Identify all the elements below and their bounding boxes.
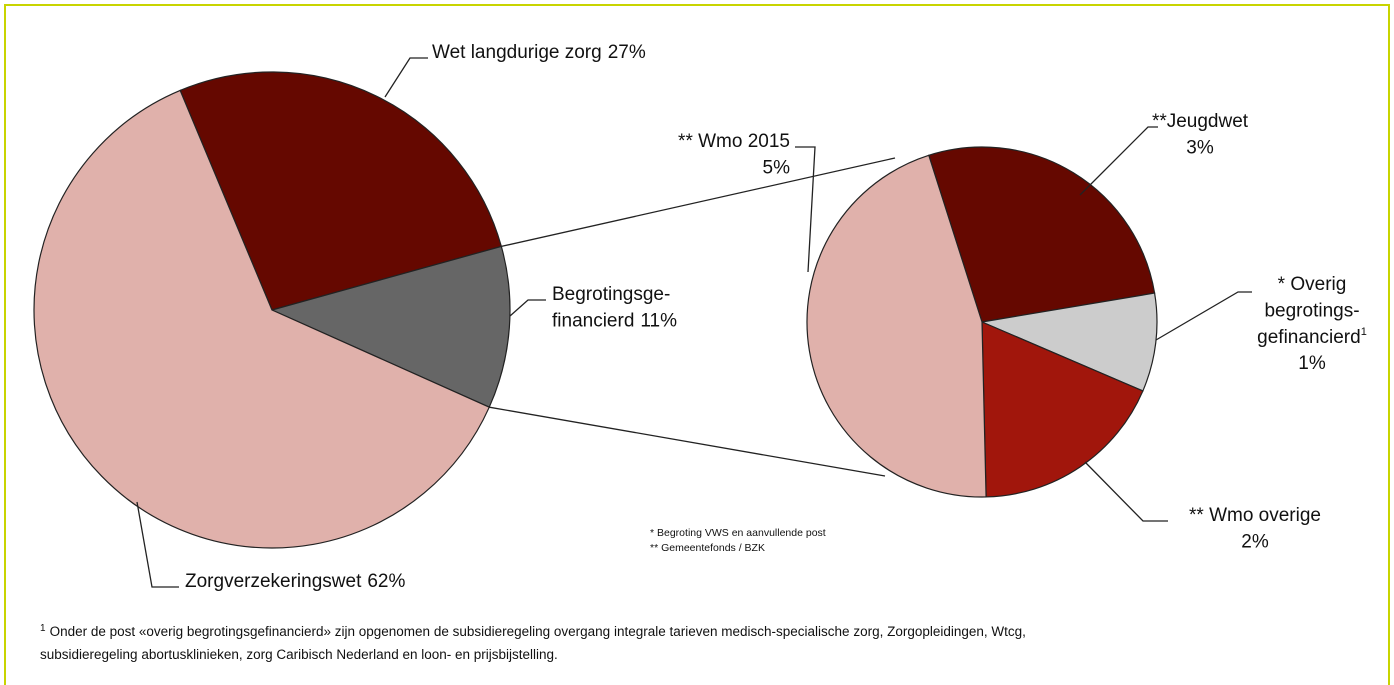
slice-label: Zorgverzekeringswet 62%: [185, 571, 405, 592]
frame: [4, 4, 1390, 685]
pie-slice: [806, 154, 987, 498]
label-name: **Jeugdwet: [1152, 111, 1249, 132]
footnote: 1 Onder de post «overig begrotingsgefinan…: [40, 623, 1026, 639]
footnote-line: Onder de post «overig begrotingsgefinanc…: [50, 624, 1026, 639]
leader-line: [136, 501, 179, 588]
value-label: 2%: [1241, 532, 1269, 553]
pie-slice: [928, 146, 1156, 323]
leader-line: [1155, 291, 1252, 341]
footnote: subsidieregeling abortusklinieken, zorg …: [40, 647, 558, 662]
pie-slice: [179, 71, 503, 311]
value-label: 62%: [367, 571, 405, 592]
value-label: 27%: [608, 42, 646, 63]
slice-label: Wet langdurige zorg 27%: [432, 42, 646, 63]
pie-slice: [979, 292, 1158, 392]
label-name: Begrotingsge-financierd: [552, 284, 670, 332]
legend-note: ** Gemeentefonds / BZK: [650, 542, 765, 554]
label-name: ** Wmo 2015: [678, 131, 790, 152]
leader-line: [509, 299, 546, 317]
label-name: Zorgverzekeringswet: [185, 571, 362, 592]
slice-label: ** Wmo 2015 5%: [678, 131, 790, 179]
slice-label: **Jeugdwet 3%: [1152, 111, 1249, 159]
label-name: ** Wmo overige: [1189, 505, 1321, 526]
leader-line: [795, 146, 816, 273]
connector-line: [501, 157, 896, 248]
label-name: Wet langdurige zorg: [432, 42, 602, 63]
value-label: 5%: [763, 158, 791, 179]
legend-note: * Begroting VWS en aanvullende post: [650, 527, 826, 539]
superscript: 1: [1361, 326, 1367, 338]
value-label: 3%: [1186, 138, 1214, 159]
footnote-marker: 1: [40, 623, 46, 634]
value-label: 11%: [640, 311, 677, 332]
pie-slice: [33, 89, 491, 549]
connector-line: [489, 406, 886, 477]
label-name: * Overig begrotings-gefinancierd: [1257, 274, 1361, 348]
slice-label: * Overig begrotings-gefinancierd1 1%: [1257, 274, 1367, 374]
slice-label: ** Wmo overige 2%: [1189, 505, 1321, 553]
pie-slice: [981, 321, 1144, 498]
leader-line: [384, 57, 428, 98]
slice-label: Begrotingsge-financierd 11%: [552, 284, 677, 332]
leader-line: [1084, 461, 1168, 522]
leader-line: [1079, 126, 1158, 196]
pie-slice: [270, 245, 511, 408]
value-label: 1%: [1298, 353, 1326, 374]
